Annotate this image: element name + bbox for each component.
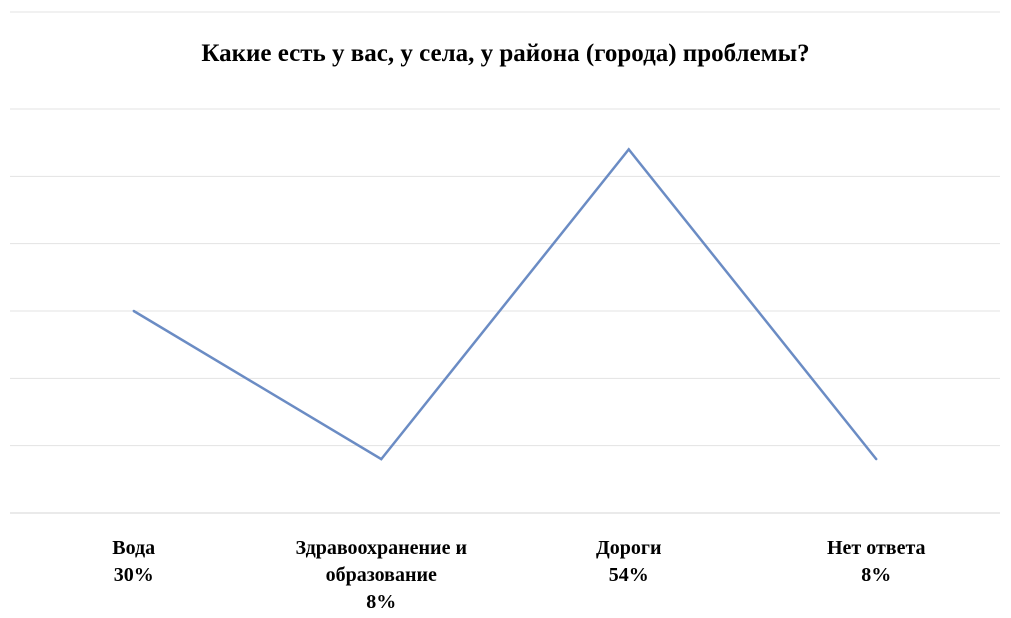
category-label-line: Здравоохранение и bbox=[295, 537, 467, 559]
data-point bbox=[627, 148, 630, 151]
category-label-line: 30% bbox=[113, 564, 154, 586]
chart-title: Какие есть у вас, у села, у района (горо… bbox=[201, 40, 810, 67]
data-point bbox=[132, 309, 135, 313]
category-label: Нет ответа 8% bbox=[736, 535, 1011, 589]
category-label: Здравоохранение и образование 8% bbox=[241, 535, 521, 616]
category-label: Дороги 54% bbox=[489, 535, 769, 589]
series-line bbox=[133, 147, 878, 461]
category-label-line: Вода bbox=[112, 537, 156, 559]
category-label-line: Дороги bbox=[596, 537, 662, 559]
data-point bbox=[875, 457, 878, 461]
category-label-line: 54% bbox=[608, 564, 649, 586]
category-label-line: Нет ответа bbox=[826, 537, 926, 559]
data-point bbox=[380, 457, 383, 461]
category-label-line: 8% bbox=[861, 564, 892, 586]
category-label-line: 8% bbox=[366, 591, 397, 613]
category-label-line: образование bbox=[325, 564, 437, 586]
category-label: Вода 30% bbox=[0, 535, 274, 589]
